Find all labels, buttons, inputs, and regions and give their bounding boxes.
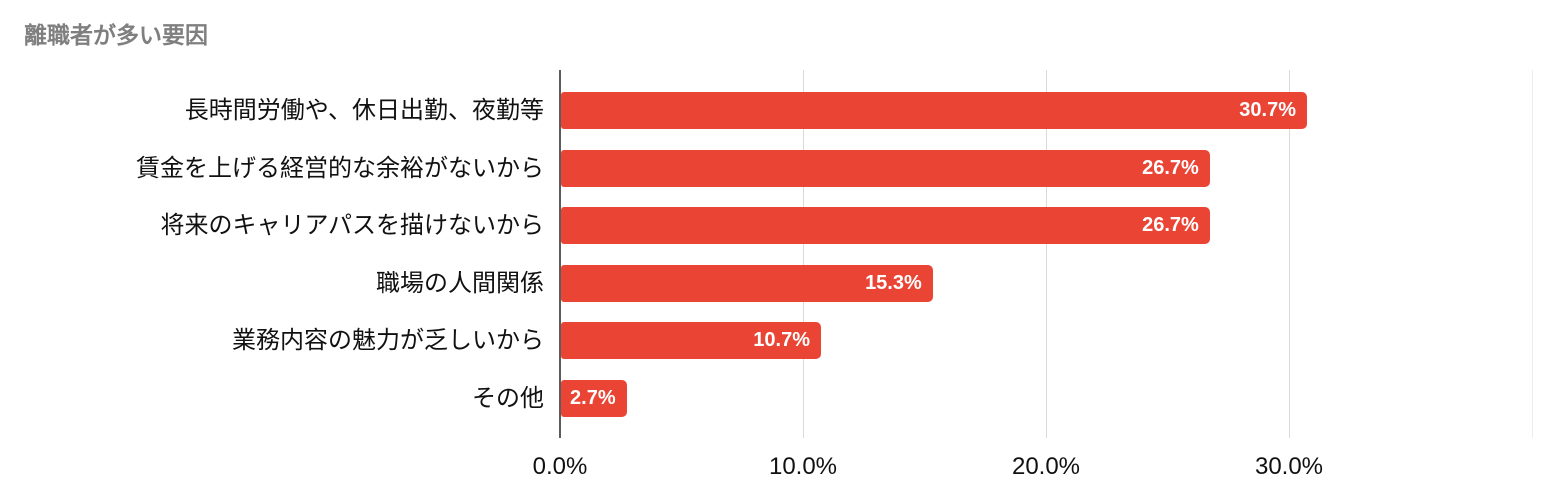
bar-row: その他 2.7% — [472, 379, 1532, 417]
chart-title: 離職者が多い要因 — [24, 22, 208, 48]
category-label: その他 — [472, 384, 544, 412]
gridline-30 — [1289, 70, 1290, 438]
bar-row: 職場の人間関係 15.3% — [376, 264, 1532, 302]
bar-row: 賃金を上げる経営的な余裕がないから 26.7% — [136, 149, 1532, 187]
bar-value-label: 26.7% — [1142, 214, 1199, 236]
bar-row: 将来のキャリアパスを描けないから 26.7% — [160, 207, 1532, 244]
bar-row: 長時間労働や、休日出勤、夜勤等 30.7% — [185, 92, 1532, 129]
gridline-10 — [803, 70, 804, 438]
category-label: 将来のキャリアパスを描けないから — [160, 212, 544, 239]
y-axis-baseline — [559, 70, 561, 438]
gridline-40 — [1532, 70, 1533, 438]
bar-value-label: 10.7% — [753, 329, 810, 351]
x-tick-label: 10.0% — [768, 453, 838, 480]
bar-value-label: 15.3% — [865, 271, 922, 294]
plot-area: 長時間労働や、休日出勤、夜勤等 30.7% 賃金を上げる経営的な余裕がないから 26.… — [136, 70, 1533, 438]
x-tick-label: 30.0% — [1254, 453, 1324, 480]
bar-value-label: 2.7% — [570, 386, 616, 409]
category-label: 職場の人間関係 — [376, 269, 544, 297]
gridline-20 — [1046, 70, 1047, 438]
x-axis: 0.0% 10.0% 20.0% 30.0% — [0, 450, 1560, 486]
bar: 2.7% — [561, 379, 627, 417]
category-label: 長時間労働や、休日出勤、夜勤等 — [184, 97, 544, 124]
x-tick-label: 0.0% — [532, 453, 588, 480]
x-tick-label: 20.0% — [1011, 453, 1081, 480]
bar-row: 業務内容の魅力が乏しいから 10.7% — [232, 322, 1532, 359]
bar: 15.3% — [561, 264, 933, 302]
bar: 26.7% — [561, 207, 1210, 244]
category-label: 賃金を上げる経営的な余裕がないから — [136, 154, 544, 182]
bar: 26.7% — [561, 149, 1210, 187]
bar-value-label: 30.7% — [1239, 99, 1296, 121]
bar-value-label: 26.7% — [1142, 156, 1199, 179]
bar: 30.7% — [561, 92, 1307, 129]
category-label: 業務内容の魅力が乏しいから — [232, 327, 544, 354]
bar: 10.7% — [561, 322, 821, 359]
